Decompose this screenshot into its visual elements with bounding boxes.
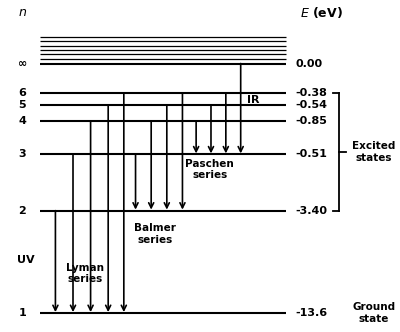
- Text: $E$ (eV): $E$ (eV): [300, 5, 343, 20]
- Text: Excited
states: Excited states: [352, 141, 396, 163]
- Text: -0.38: -0.38: [296, 88, 328, 98]
- Text: -0.85: -0.85: [296, 117, 328, 126]
- Text: IR: IR: [246, 95, 259, 105]
- Text: Lyman
series: Lyman series: [66, 263, 104, 284]
- Text: Balmer
series: Balmer series: [134, 223, 176, 245]
- Text: 1: 1: [18, 308, 26, 318]
- Text: $n$: $n$: [18, 6, 27, 19]
- Text: 0.00: 0.00: [296, 58, 323, 68]
- Text: Ground
state: Ground state: [352, 302, 396, 324]
- Text: 2: 2: [18, 206, 26, 215]
- Text: 5: 5: [18, 100, 26, 110]
- Text: 4: 4: [18, 117, 26, 126]
- Text: -0.54: -0.54: [296, 100, 328, 110]
- Text: -13.6: -13.6: [296, 308, 328, 318]
- Text: Paschen
series: Paschen series: [186, 158, 234, 180]
- Text: -3.40: -3.40: [296, 206, 328, 215]
- Text: 6: 6: [18, 88, 26, 98]
- Text: UV: UV: [17, 255, 35, 265]
- Text: 3: 3: [18, 149, 26, 159]
- Text: -0.51: -0.51: [296, 149, 328, 159]
- Text: ∞: ∞: [18, 58, 27, 68]
